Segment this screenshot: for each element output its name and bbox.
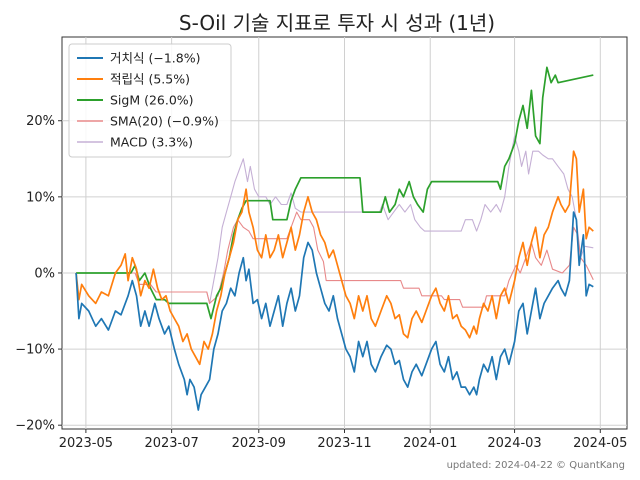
x-axis: 2023-05 2023-07 2023-09 2023-11 2024-01 2024-… <box>59 429 627 451</box>
series-line-4 <box>76 135 594 304</box>
legend-label: SigM (26.0%) <box>110 93 194 108</box>
y-tick-label: 20% <box>26 114 55 129</box>
series-line-3 <box>76 211 594 308</box>
y-tick-label: −20% <box>15 419 55 434</box>
legend: 거치식 (−1.8%) 적립식 (5.5%) SigM (26.0%) SMA(20)… <box>68 43 232 158</box>
chart-title: S-Oil 기술 지표로 투자 시 성과 (1년) <box>179 11 495 35</box>
x-tick-label: 2023-07 <box>144 436 198 451</box>
legend-label: 적립식 (5.5%) <box>110 72 190 87</box>
x-tick-label: 2023-09 <box>232 436 286 451</box>
x-tick-label: 2024-01 <box>403 436 457 451</box>
series-layer <box>75 66 594 411</box>
y-tick-label: 10% <box>26 190 55 205</box>
legend-label: 거치식 (−1.8%) <box>110 51 200 66</box>
y-tick-label: −10% <box>15 343 55 358</box>
series-line-2 <box>76 66 594 320</box>
y-axis: 20% 10% 0% −10% −20% <box>15 114 62 434</box>
x-tick-label: 2024-03 <box>487 436 541 451</box>
y-tick-label: 0% <box>34 266 55 281</box>
x-tick-label: 2024-05 <box>573 436 627 451</box>
legend-label: MACD (3.3%) <box>110 135 193 150</box>
x-tick-label: 2023-11 <box>317 436 371 451</box>
series-line-0 <box>75 211 594 411</box>
legend-box <box>68 43 232 158</box>
legend-label: SMA(20) (−0.9%) <box>110 114 219 129</box>
series-line-1 <box>75 150 594 366</box>
x-tick-label: 2023-05 <box>59 436 113 451</box>
footer-credit: updated: 2024-04-22 © QuantKang <box>447 460 625 471</box>
